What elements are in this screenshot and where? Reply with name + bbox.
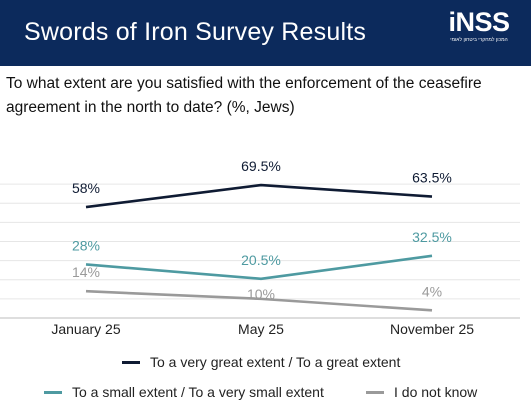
data-label: 69.5% <box>241 158 281 174</box>
data-label: 63.5% <box>412 170 452 186</box>
legend-swatch-great <box>122 360 140 364</box>
logo-subtitle: המכון למחקרי ביטחון לאומי <box>450 37 508 43</box>
survey-question: To what extent are you satisfied with th… <box>6 75 482 116</box>
x-tick-label: January 25 <box>51 321 120 337</box>
grid-lines <box>0 183 520 300</box>
data-label: 10% <box>247 286 275 302</box>
legend-swatch-unknown <box>366 390 384 394</box>
series-line <box>85 183 433 209</box>
header-banner: Swords of Iron Survey Results iNSS המכון… <box>0 0 531 66</box>
legend-item-great: To a very great extent / To a great exte… <box>122 353 400 371</box>
data-label: 20.5% <box>241 252 281 268</box>
x-axis: January 25 May 25 November 25 <box>0 317 520 337</box>
legend-label-small: To a small extent / To a very small exte… <box>72 384 324 400</box>
data-label: 58% <box>72 180 100 196</box>
data-label: 28% <box>72 237 100 253</box>
series-line <box>85 289 433 312</box>
legend-label-great: To a very great extent / To a great exte… <box>150 354 401 370</box>
series-lines <box>85 183 433 312</box>
data-label: 32.5% <box>412 229 452 245</box>
data-label: 14% <box>72 264 100 280</box>
x-tick-label: November 25 <box>390 321 474 337</box>
legend-item-unknown: I do not know <box>366 383 477 401</box>
x-tick-label: May 25 <box>238 321 284 337</box>
data-labels: 58% 69.5% 63.5% 28% 20.5% 32.5% 14% 10% 4% <box>72 158 452 302</box>
series-line <box>85 254 433 281</box>
inss-logo: iNSS המכון למחקרי ביטחון לאומי <box>436 8 522 60</box>
page-title: Swords of Iron Survey Results <box>24 18 367 46</box>
legend-item-small: To a small extent / To a very small exte… <box>44 383 324 401</box>
line-chart: 58% 69.5% 63.5% 28% 20.5% 32.5% 14% 10% 4% Janua… <box>0 158 520 337</box>
legend-swatch-small <box>44 390 62 394</box>
legend-label-unknown: I do not know <box>394 384 478 400</box>
logo-text: iNSS <box>448 7 510 37</box>
data-label: 4% <box>422 283 442 299</box>
